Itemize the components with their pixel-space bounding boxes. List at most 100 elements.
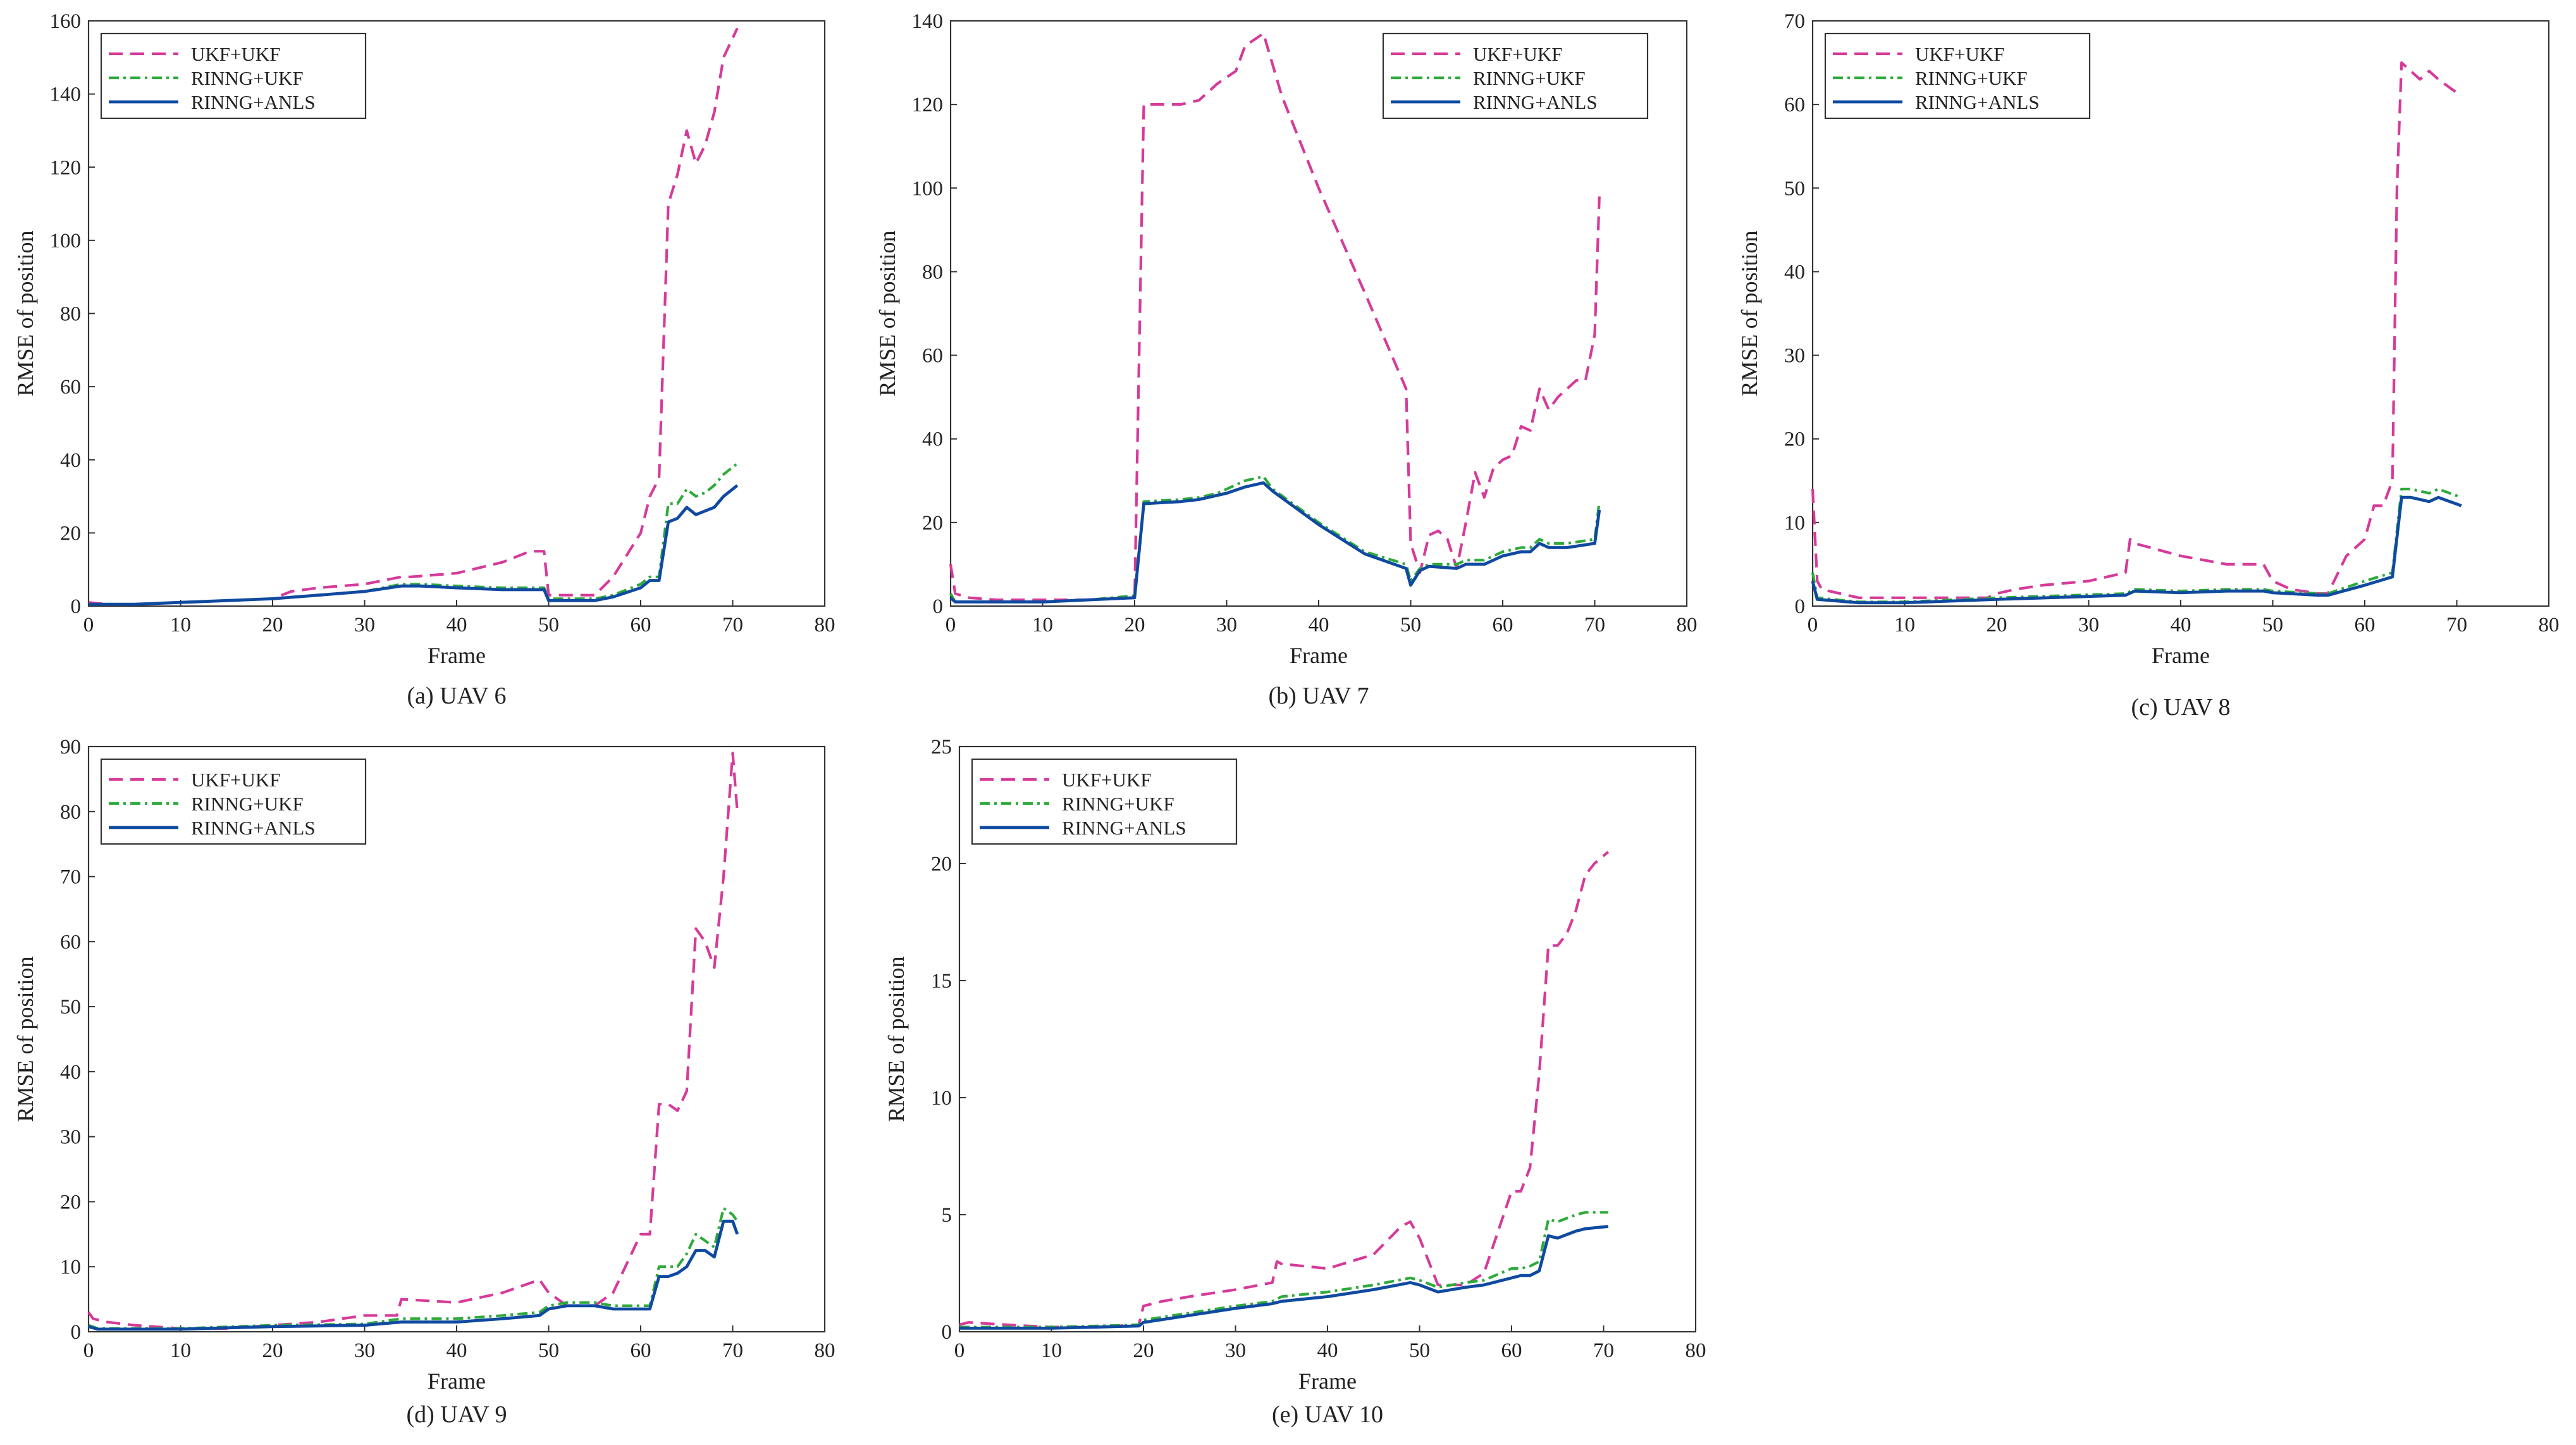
series-line-rinng-anls xyxy=(1811,495,2462,605)
legend-label: UKF+UKF xyxy=(1915,43,2005,65)
legend-label: RINNG+ANLS xyxy=(1473,91,1598,113)
y-tick-label: 40 xyxy=(1784,261,1805,283)
y-tick-label: 60 xyxy=(60,931,81,953)
y-tick-label: 80 xyxy=(60,303,81,326)
legend-label: RINNG+UKF xyxy=(1062,793,1174,815)
y-tick-label: 25 xyxy=(931,736,952,759)
x-tick-label: 60 xyxy=(2355,614,2376,636)
y-axis-label: RMSE of position xyxy=(875,230,900,396)
y-tick-label: 20 xyxy=(922,512,943,535)
legend-box xyxy=(100,32,367,120)
y-tick-label: 0 xyxy=(71,1321,82,1344)
x-tick-label: 60 xyxy=(1493,614,1513,636)
x-tick-label: 10 xyxy=(170,614,191,636)
series-line-rinng-anls xyxy=(959,1225,1609,1330)
y-axis-label: RMSE of position xyxy=(13,230,38,396)
x-tick-label: 40 xyxy=(447,1339,467,1362)
x-tick-label: 10 xyxy=(1894,614,1915,636)
y-tick-label: 30 xyxy=(60,1126,81,1149)
y-tick-label: 20 xyxy=(60,522,81,545)
y-tick-label: 10 xyxy=(60,1256,81,1279)
y-tick-label: 60 xyxy=(60,376,81,399)
legend-label: RINNG+ANLS xyxy=(1062,817,1186,839)
y-tick-label: 100 xyxy=(50,230,82,252)
x-tick-label: 30 xyxy=(354,1339,375,1362)
x-tick-label: 30 xyxy=(1225,1339,1246,1362)
legend-label: UKF+UKF xyxy=(191,769,281,791)
y-tick-label: 20 xyxy=(931,853,952,876)
series-line-rinng-anls xyxy=(949,481,1601,604)
x-tick-label: 50 xyxy=(538,1339,559,1362)
y-tick-label: 120 xyxy=(912,94,944,116)
x-tick-label: 0 xyxy=(83,1339,94,1362)
y-tick-label: 140 xyxy=(912,10,944,33)
y-tick-label: 40 xyxy=(922,428,943,451)
x-tick-label: 30 xyxy=(1216,614,1237,636)
chart-panel-5: 0 10 20 30 40 50 60 70 80 0 5 10 15 20 25 Frame RMSE of … xyxy=(884,736,1706,1428)
legend-label: RINNG+UKF xyxy=(1915,67,2028,89)
legend-box xyxy=(1824,32,2091,120)
x-tick-label: 40 xyxy=(2171,614,2191,636)
legend-label: RINNG+UKF xyxy=(1473,67,1586,89)
x-tick-label: 40 xyxy=(447,614,467,636)
chart-panel-1: 0 10 20 30 40 50 60 70 80 0 20 40 60 80 100 120 140 160 Fr… xyxy=(13,10,835,709)
x-tick-label: 80 xyxy=(2539,614,2560,636)
y-tick-label: 0 xyxy=(71,595,82,618)
y-tick-label: 60 xyxy=(1784,94,1805,116)
y-axis-label: RMSE of position xyxy=(1737,230,1762,396)
x-tick-label: 80 xyxy=(815,1339,835,1362)
x-tick-label: 40 xyxy=(1309,614,1329,636)
x-tick-label: 30 xyxy=(354,614,375,636)
x-tick-label: 60 xyxy=(1501,1339,1522,1362)
x-tick-label: 30 xyxy=(2078,614,2099,636)
series-line-rinng-ukf xyxy=(949,475,1601,604)
legend-label: RINNG+ANLS xyxy=(191,91,316,113)
y-tick-label: 5 xyxy=(942,1204,952,1227)
y-tick-label: 60 xyxy=(922,345,943,368)
x-tick-label: 10 xyxy=(1032,614,1053,636)
chart-panel-3: 0 10 20 30 40 50 60 70 80 0 10 20 30 40 50 60 70 Frame RMS… xyxy=(1737,10,2560,721)
x-tick-label: 50 xyxy=(2262,614,2283,636)
x-tick-label: 80 xyxy=(1677,614,1698,636)
y-tick-label: 20 xyxy=(1784,428,1805,451)
x-tick-label: 10 xyxy=(1041,1339,1062,1362)
y-axis-label: RMSE of position xyxy=(13,956,38,1122)
series-line-rinng-ukf xyxy=(959,1211,1608,1329)
y-axis-label: RMSE of position xyxy=(884,956,909,1122)
y-tick-label: 50 xyxy=(1784,177,1805,200)
legend-box xyxy=(1382,32,1649,120)
x-tick-label: 20 xyxy=(1125,614,1145,636)
x-tick-label: 80 xyxy=(1685,1339,1706,1362)
legend-label: UKF+UKF xyxy=(1473,43,1563,65)
legend-label: UKF+UKF xyxy=(1062,769,1152,791)
y-tick-label: 140 xyxy=(50,84,82,106)
x-tick-label: 50 xyxy=(1409,1339,1430,1362)
y-tick-label: 80 xyxy=(922,261,943,283)
y-tick-label: 160 xyxy=(50,10,82,33)
panel-caption: (a) UAV 6 xyxy=(407,683,507,709)
series-line-rinng-anls xyxy=(89,484,739,606)
x-tick-label: 0 xyxy=(83,614,94,636)
x-tick-label: 60 xyxy=(631,1339,651,1362)
series-line-rinng-ukf xyxy=(1811,487,2462,604)
y-tick-label: 70 xyxy=(1784,10,1805,33)
legend-label: RINNG+UKF xyxy=(191,67,304,89)
y-tick-label: 70 xyxy=(60,866,81,889)
y-tick-label: 40 xyxy=(60,1061,81,1084)
x-tick-label: 0 xyxy=(1808,614,1818,636)
y-tick-label: 120 xyxy=(50,156,82,179)
y-tick-label: 30 xyxy=(1784,345,1805,368)
y-tick-label: 10 xyxy=(1784,512,1805,535)
x-axis-label: Frame xyxy=(1298,1368,1357,1394)
legend-label: UKF+UKF xyxy=(191,43,281,65)
panel-caption: (d) UAV 9 xyxy=(406,1401,507,1428)
x-tick-label: 20 xyxy=(262,1339,283,1362)
y-tick-label: 100 xyxy=(912,177,944,200)
series-line-ukf-ukf xyxy=(1811,61,2463,599)
